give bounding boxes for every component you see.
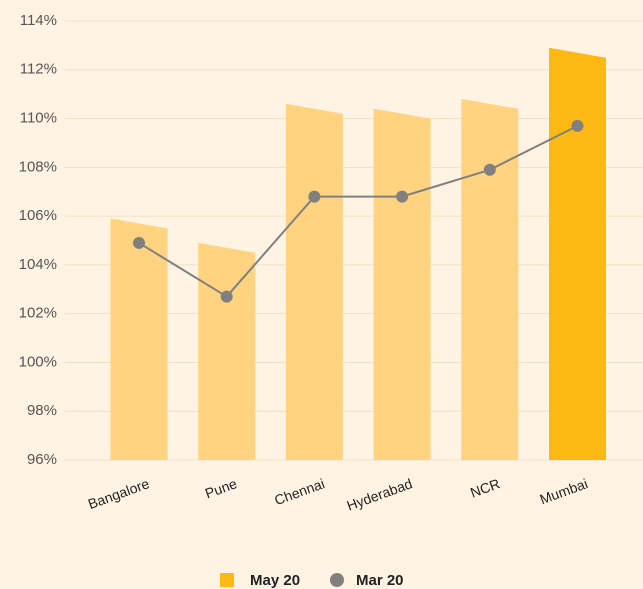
- y-tick-label: 106%: [19, 207, 57, 224]
- y-tick-label: 102%: [19, 305, 57, 322]
- legend-swatch: [330, 573, 344, 587]
- x-tick-label: NCR: [468, 475, 502, 500]
- y-tick-label: 100%: [19, 353, 57, 370]
- bar: [285, 103, 343, 461]
- point: [396, 190, 409, 203]
- bar: [198, 242, 256, 460]
- line: [138, 124, 578, 298]
- legend-label: Mar 20: [356, 572, 404, 589]
- x-tick-label: Chennai: [272, 475, 326, 508]
- y-tick-label: 98%: [27, 402, 57, 419]
- x-tick-label: Pune: [203, 475, 239, 501]
- y-tick-label: 104%: [19, 256, 57, 273]
- point: [483, 163, 496, 176]
- y-tick-label: 110%: [20, 110, 57, 127]
- y-tick-label: 108%: [19, 158, 57, 175]
- bar: [549, 47, 606, 460]
- y-tick-label: 114%: [20, 12, 57, 29]
- point: [308, 190, 321, 203]
- legend-swatch: [220, 573, 234, 587]
- x-tick-label: Mumbai: [538, 475, 590, 507]
- x-tick-label: Bangalore: [86, 475, 152, 512]
- y-tick-label: 112%: [20, 61, 57, 78]
- y-tick-label: 96%: [27, 451, 57, 468]
- x-tick-label: Hyderabad: [345, 475, 415, 513]
- bar: [373, 108, 431, 460]
- legend-label: May 20: [250, 572, 300, 589]
- bar: [461, 98, 519, 460]
- point: [133, 236, 145, 249]
- bar: [110, 218, 168, 460]
- point: [220, 290, 233, 303]
- point: [571, 119, 584, 132]
